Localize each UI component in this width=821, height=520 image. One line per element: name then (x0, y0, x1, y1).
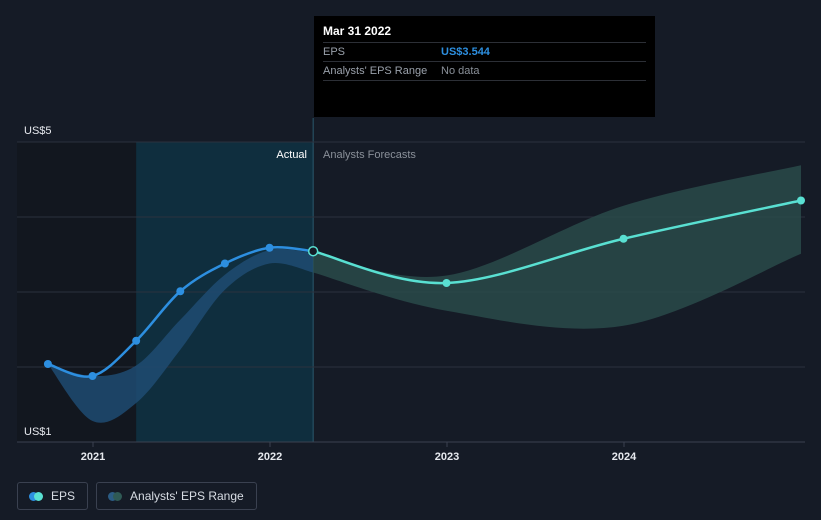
x-tick-label: 2022 (258, 451, 282, 463)
legend-range-label: Analysts' EPS Range (130, 489, 244, 503)
legend-eps-button[interactable]: EPS (17, 482, 89, 510)
forecast-range-band (313, 165, 801, 329)
tooltip-range-row: Analysts' EPS Range No data (323, 61, 646, 81)
actual-eps-point (220, 259, 229, 268)
legend-eps-label: EPS (51, 489, 76, 503)
actual-eps-point (132, 336, 141, 345)
tooltip-eps-row: EPS US$3.544 (323, 42, 646, 61)
actual-eps-point (307, 245, 319, 257)
actual-label: Actual (276, 149, 307, 161)
legend: EPS Analysts' EPS Range (17, 482, 257, 510)
tooltip-range-value: No data (441, 65, 480, 77)
tooltip-eps-label: EPS (323, 46, 346, 58)
tooltip-date: Mar 31 2022 (323, 24, 392, 38)
forecast-eps-point (619, 234, 628, 243)
actual-eps-point (43, 360, 52, 368)
eps-swatch-icon (29, 491, 43, 501)
x-tick-label: 2024 (612, 451, 637, 463)
actual-eps-point (88, 372, 97, 380)
forecast-eps-point (442, 279, 451, 287)
forecast-eps-point (797, 196, 805, 205)
tooltip-eps-value: US$3.544 (441, 46, 490, 58)
x-tick-label: 2023 (435, 451, 459, 463)
y-tick-label: US$1 (24, 426, 52, 438)
actual-eps-point (176, 287, 185, 296)
forecast-label: Analysts Forecasts (323, 149, 416, 161)
y-tick-label: US$5 (24, 125, 52, 137)
actual-eps-point (265, 243, 274, 252)
actual-range-band (47, 248, 314, 423)
tooltip: Mar 31 2022 EPS US$3.544 Analysts' EPS R… (314, 16, 655, 117)
forecast-eps-line (311, 199, 803, 285)
tooltip-range-label: Analysts' EPS Range (323, 65, 428, 77)
x-tick-label: 2021 (81, 451, 105, 463)
legend-range-button[interactable]: Analysts' EPS Range (96, 482, 257, 510)
range-swatch-icon (108, 491, 123, 501)
